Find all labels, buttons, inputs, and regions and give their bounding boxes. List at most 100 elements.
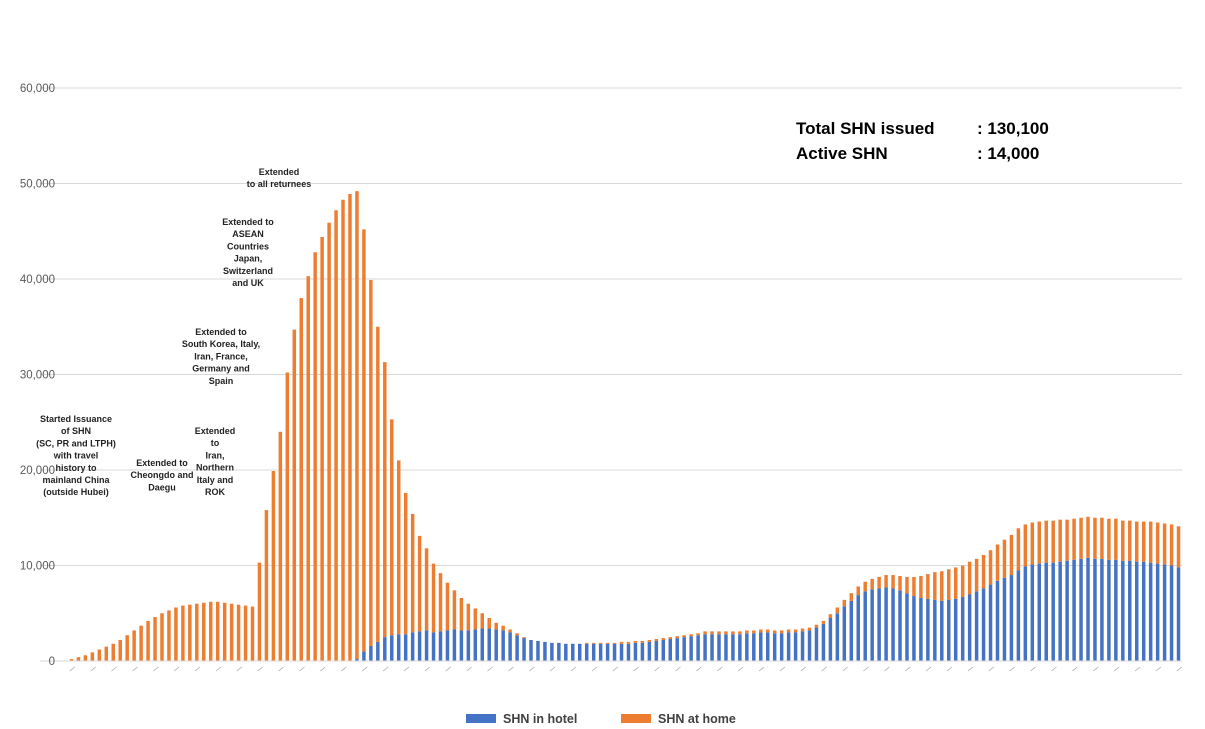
bar-hotel: [912, 596, 916, 661]
bar-home: [1107, 518, 1111, 560]
bar-hotel: [362, 651, 366, 661]
bar-home: [236, 604, 241, 661]
bar-home: [793, 629, 798, 633]
x-tick-mark: [696, 666, 702, 672]
bar-home: [104, 646, 109, 661]
bar-hotel: [1023, 566, 1028, 661]
bar-home: [682, 635, 686, 638]
bar-hotel: [508, 632, 512, 661]
bar-hotel: [947, 599, 951, 661]
bar-home: [139, 625, 143, 661]
y-tick-label: 60,000: [20, 83, 55, 95]
bar-home: [376, 326, 380, 642]
legend: SHN in hotel SHN at home: [466, 712, 736, 726]
bar-home: [229, 603, 234, 661]
bar-hotel: [933, 599, 937, 661]
bar-home: [619, 641, 624, 644]
bar-hotel: [515, 635, 519, 661]
bar-hotel: [410, 632, 415, 661]
bar-hotel: [675, 638, 679, 661]
bar-hotel: [654, 640, 659, 661]
summary-box: Total SHN issued : 130,100 Active SHN : …: [796, 119, 1049, 163]
bar-home: [647, 639, 652, 642]
x-tick-mark: [1176, 666, 1183, 672]
bar-hotel: [849, 600, 854, 661]
bar-hotel: [793, 632, 798, 661]
bar-hotel: [856, 595, 860, 661]
summary-total-value: : 130,100: [977, 119, 1049, 138]
bar-home: [877, 576, 881, 589]
bar-hotel: [626, 643, 631, 661]
bar-hotel: [738, 634, 742, 661]
bar-hotel: [1148, 562, 1153, 661]
bar-home: [1100, 517, 1104, 559]
bar-home: [724, 631, 728, 635]
bar-hotel: [1002, 577, 1007, 661]
bar-hotel: [752, 633, 756, 661]
bar-home: [786, 629, 791, 633]
x-tick-mark: [111, 666, 117, 672]
bar-hotel: [870, 589, 874, 661]
bar-home: [1169, 524, 1174, 566]
x-axis-ticks: [68, 660, 1183, 672]
bar-home: [278, 431, 283, 661]
bar-home: [689, 634, 693, 637]
bar-home: [626, 641, 631, 644]
bar-hotel: [452, 629, 457, 661]
bar-hotel: [1051, 562, 1055, 661]
bar-hotel: [919, 597, 923, 661]
x-tick-mark: [842, 666, 848, 672]
bar-home: [1148, 521, 1153, 563]
x-tick-mark: [800, 666, 807, 672]
x-tick-mark: [236, 666, 243, 672]
x-tick-mark: [278, 666, 284, 672]
x-tick-mark: [863, 666, 869, 672]
bar-home: [696, 633, 700, 636]
x-tick-mark: [215, 666, 222, 672]
x-tick-mark: [570, 666, 577, 672]
x-tick-mark: [361, 666, 368, 672]
bar-home: [1128, 520, 1132, 561]
bar-hotel: [800, 631, 805, 661]
bar-home: [995, 544, 1000, 581]
y-axis-ticks: 0 10,000 20,000 30,000 40,000 50,000 60,000: [20, 83, 55, 668]
bar-home: [313, 252, 317, 661]
bar-home: [167, 610, 171, 661]
bar-home: [1176, 526, 1181, 568]
bar-home: [369, 279, 373, 646]
bar-home: [480, 613, 485, 629]
x-tick-mark: [403, 666, 410, 672]
bar-home: [146, 620, 150, 661]
bar-home: [731, 631, 735, 635]
bar-hotel: [494, 629, 498, 661]
bar-home: [515, 633, 519, 636]
bar-home: [891, 575, 895, 589]
x-tick-mark: [1155, 666, 1162, 672]
x-tick-mark: [633, 666, 639, 672]
gridlines: [40, 87, 1182, 662]
bar-home: [605, 642, 610, 644]
x-tick-mark: [424, 666, 431, 672]
bar-home: [341, 199, 345, 662]
bar-home: [1051, 520, 1055, 563]
summary-active-value: : 14,000: [977, 144, 1039, 163]
bar-home: [947, 569, 951, 600]
bar-hotel: [591, 643, 596, 661]
bar-home: [779, 630, 784, 634]
x-tick-mark: [257, 666, 263, 672]
bar-home: [953, 567, 958, 599]
bar-hotel: [835, 613, 840, 661]
bar-home: [1162, 523, 1167, 565]
bar-home: [919, 576, 923, 598]
bar-home: [1058, 519, 1062, 562]
bar-home: [661, 638, 666, 640]
bar-home: [271, 470, 276, 661]
bar-home: [327, 222, 331, 661]
bar-hotel: [438, 631, 443, 661]
bar-hotel: [1044, 562, 1048, 661]
bar-home: [926, 574, 930, 599]
annotation-1: Started Issuance of SHN (SC, PR and LTPH) w…: [36, 414, 116, 497]
bar-home: [1155, 522, 1160, 564]
bar-hotel: [578, 643, 582, 661]
